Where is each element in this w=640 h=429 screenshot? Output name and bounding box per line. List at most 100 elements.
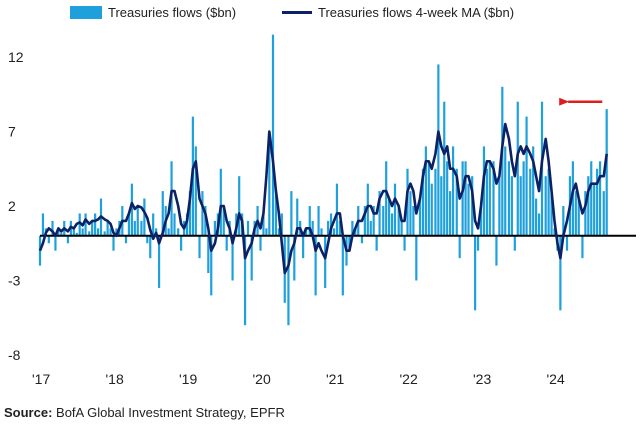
bar	[501, 86, 504, 236]
bar	[335, 183, 339, 236]
bar	[565, 235, 569, 251]
bar	[440, 176, 443, 236]
bar	[522, 161, 525, 236]
bar	[290, 191, 293, 236]
bar	[584, 191, 587, 236]
bar	[204, 206, 207, 236]
x-tick-label: '22	[400, 371, 418, 387]
bar	[544, 176, 547, 236]
bar	[577, 198, 580, 236]
bar	[311, 220, 314, 236]
bar	[427, 161, 430, 236]
bar	[550, 191, 553, 236]
x-tick-label: '21	[326, 371, 344, 387]
bar	[308, 206, 311, 236]
bar	[106, 220, 109, 236]
bar	[464, 161, 467, 236]
bar	[198, 235, 201, 259]
bar	[559, 235, 562, 311]
bar	[51, 220, 54, 236]
bar	[593, 183, 596, 236]
bar	[338, 220, 341, 236]
bar	[130, 183, 133, 236]
bar	[185, 213, 189, 236]
bar	[167, 228, 170, 236]
bar	[103, 231, 106, 236]
bar	[327, 220, 330, 236]
bar	[207, 235, 210, 274]
y-tick-label: -8	[8, 347, 21, 363]
bar	[60, 232, 63, 236]
bar	[553, 228, 556, 236]
bar	[124, 235, 128, 244]
bar	[400, 220, 403, 236]
legend-bar-swatch	[70, 6, 102, 19]
x-tick-label: '20	[253, 371, 271, 387]
bar	[47, 235, 50, 244]
bar	[157, 235, 161, 288]
bar	[329, 213, 333, 236]
bar	[529, 168, 532, 236]
bar	[403, 235, 406, 251]
bar	[161, 191, 164, 236]
bar	[293, 235, 296, 281]
bar	[446, 161, 449, 236]
bar	[348, 235, 351, 251]
x-tick-label: '17	[32, 371, 50, 387]
bar	[366, 183, 369, 236]
bar	[317, 206, 320, 236]
bar	[296, 198, 299, 236]
bar	[280, 213, 283, 236]
bar	[421, 168, 425, 236]
bar	[133, 220, 136, 236]
bar	[96, 228, 100, 236]
bar	[596, 168, 599, 236]
bar	[375, 235, 378, 251]
bar	[516, 101, 519, 236]
y-axis: 12 7 2 -3 -8	[8, 49, 24, 363]
bar	[324, 235, 327, 288]
bar	[112, 235, 115, 251]
bar	[437, 64, 440, 236]
bar	[246, 220, 250, 236]
bar-series	[38, 34, 608, 326]
bar	[84, 213, 87, 236]
bar	[222, 206, 225, 236]
bar	[75, 232, 78, 236]
bar	[393, 183, 397, 236]
bar	[41, 213, 45, 236]
bar	[382, 206, 385, 236]
bar	[605, 109, 608, 236]
bar	[250, 235, 253, 281]
bar	[479, 206, 483, 236]
bar	[507, 161, 511, 236]
bar	[372, 206, 375, 236]
bar	[598, 161, 602, 236]
y-tick-label: -3	[8, 273, 21, 289]
bar	[177, 228, 180, 236]
bar	[210, 235, 213, 296]
bar	[390, 213, 394, 236]
bar	[467, 183, 470, 236]
bar	[225, 235, 228, 251]
x-tick-label: '24	[547, 371, 565, 387]
bar	[474, 235, 477, 311]
bar	[302, 235, 305, 259]
bar	[443, 101, 446, 236]
bar	[127, 213, 131, 236]
bar	[430, 183, 433, 236]
bar	[72, 228, 75, 236]
ma-line	[38, 122, 608, 275]
bar	[304, 228, 308, 236]
bar	[173, 213, 176, 236]
bar	[341, 235, 344, 296]
bar	[109, 228, 112, 236]
bar	[455, 168, 458, 236]
bar	[332, 228, 336, 236]
bar	[458, 235, 461, 259]
bar	[519, 176, 522, 236]
bar	[378, 191, 381, 236]
y-tick-label: 12	[8, 49, 24, 65]
bar	[57, 228, 60, 236]
